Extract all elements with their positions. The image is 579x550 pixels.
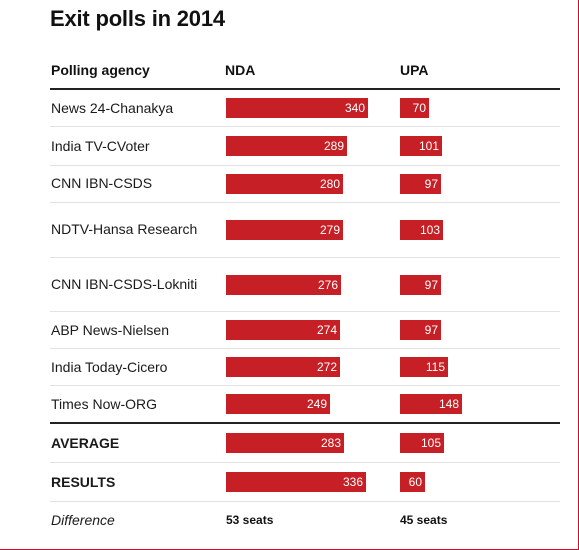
- upa-bar: 101: [400, 136, 442, 156]
- nda-value-label: 289: [323, 139, 344, 153]
- nda-value-label: 280: [319, 177, 340, 191]
- nda-bar: 280: [226, 174, 343, 194]
- nda-value-label: 276: [317, 278, 338, 292]
- header-rule: [50, 88, 560, 90]
- row-divider: [50, 348, 560, 349]
- upa-value-label: 115: [425, 360, 445, 374]
- row-divider: [50, 311, 560, 312]
- row-divider: [50, 126, 560, 127]
- agency-label: CNN IBN-CSDS: [51, 175, 153, 191]
- agency-label: India Today-Cicero: [51, 358, 168, 375]
- agency-label: ABP News-Nielsen: [51, 321, 170, 338]
- row-divider: [50, 462, 560, 463]
- nda-bar: 279: [226, 220, 343, 240]
- nda-bar: 340: [226, 98, 368, 118]
- upa-value-label: 97: [424, 177, 438, 191]
- upa-value-label: 60: [408, 475, 422, 489]
- nda-bar: 272: [226, 357, 340, 377]
- nda-value-label: 249: [306, 397, 327, 411]
- upa-value-label: 97: [424, 278, 438, 292]
- chart-title: Exit polls in 2014: [50, 6, 225, 31]
- nda-bar: 276: [226, 275, 341, 295]
- upa-bar: 60: [400, 472, 425, 492]
- row-divider: [50, 202, 560, 203]
- agency-label: AVERAGE: [51, 434, 120, 451]
- agency-label: Times Now-ORG: [51, 395, 158, 412]
- row-divider: [50, 501, 560, 502]
- nda-value-label: 279: [319, 223, 340, 237]
- row-divider: [50, 422, 560, 424]
- nda-value-label: 283: [320, 436, 341, 450]
- upa-value-label: 101: [418, 139, 439, 153]
- row-divider: [50, 165, 560, 166]
- upa-value-label: 148: [438, 397, 459, 411]
- upa-bar: 97: [400, 275, 441, 295]
- upa-bar: 105: [400, 433, 444, 453]
- agency-label: NDTV-Hansa Research: [51, 221, 198, 237]
- upa-value-label: 103: [419, 223, 440, 237]
- difference-nda: 53 seats: [226, 513, 274, 527]
- row-divider: [50, 385, 560, 386]
- upa-bar: 70: [400, 98, 429, 118]
- upa-bar: 148: [400, 394, 462, 414]
- nda-value-label: 274: [316, 323, 337, 337]
- nda-bar: 249: [226, 394, 330, 414]
- upa-value-label: 105: [420, 436, 441, 450]
- nda-bar: 283: [226, 433, 344, 453]
- agency-label: India TV-CVoter: [51, 137, 150, 154]
- upa-value-label: 97: [424, 323, 438, 337]
- difference-label: Difference: [51, 511, 115, 528]
- agency-label: News 24-Chanakya: [51, 99, 174, 116]
- upa-bar: 103: [400, 220, 443, 240]
- agency-label: RESULTS: [51, 473, 116, 490]
- nda-value-label: 272: [316, 360, 337, 374]
- header-nda: NDA: [225, 62, 256, 78]
- nda-bar: 289: [226, 136, 347, 156]
- upa-bar: 97: [400, 320, 441, 340]
- nda-value-label: 340: [344, 101, 365, 115]
- nda-value-label: 336: [342, 475, 363, 489]
- nda-bar: 336: [226, 472, 366, 492]
- header-upa: UPA: [400, 62, 429, 78]
- difference-upa: 45 seats: [400, 513, 448, 527]
- upa-bar: 97: [400, 174, 441, 194]
- nda-bar: 274: [226, 320, 340, 340]
- agency-label: CNN IBN-CSDS-Lokniti: [51, 276, 198, 292]
- upa-bar: 115: [400, 357, 448, 377]
- header-agency: Polling agency: [51, 62, 150, 78]
- row-divider: [50, 257, 560, 258]
- upa-value-label: 70: [412, 101, 426, 115]
